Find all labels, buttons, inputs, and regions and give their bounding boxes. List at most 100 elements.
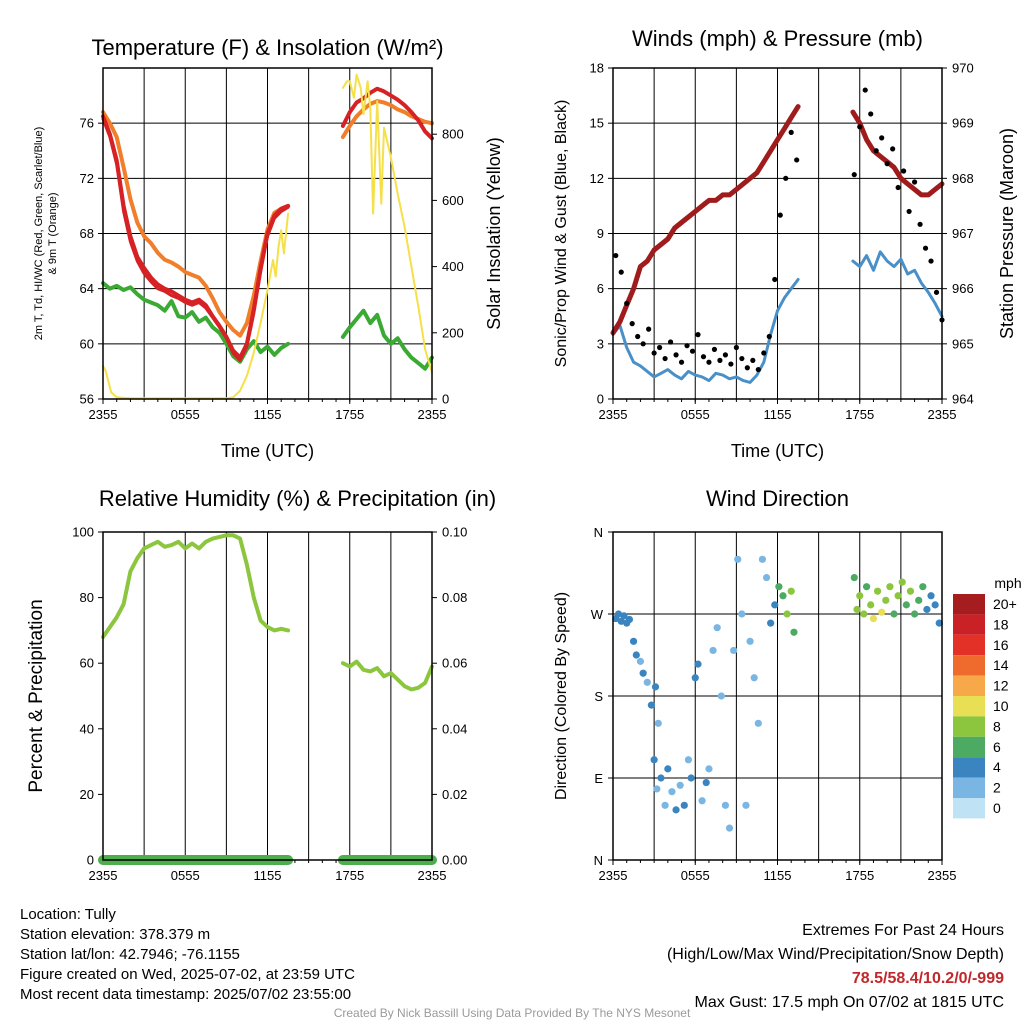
direction-point	[902, 601, 910, 609]
extremes-title: Extremes For Past 24 Hours	[802, 922, 1004, 939]
colorbar-label: 20+	[993, 596, 1017, 612]
gust-point	[689, 348, 696, 354]
gust-point	[890, 146, 896, 152]
y2-tick-label: 966	[952, 281, 974, 296]
direction-point	[657, 774, 665, 782]
y-tick-label: 0	[597, 392, 604, 407]
y2-tick-label: 969	[952, 116, 974, 131]
y2-tick-label: 965	[952, 336, 974, 351]
direction-point	[636, 657, 645, 665]
colorbar-label: 18	[993, 616, 1009, 632]
station-info: Location: Tully Station elevation: 378.3…	[20, 905, 355, 1005]
y-tick-label: 0	[87, 853, 94, 868]
direction-point	[650, 756, 658, 764]
series-line-solar-insolation	[341, 73, 433, 374]
gust-point	[788, 129, 794, 135]
max-gust-text: Max Gust: 17.5 mph On 07/02 at 1815 UTC	[694, 994, 1005, 1011]
y2-tick-label: 0.00	[442, 853, 467, 868]
x-tick-label: 1755	[335, 407, 364, 422]
direction-point	[790, 628, 798, 636]
direction-point	[721, 801, 730, 809]
gust-point	[651, 350, 657, 356]
elevation-text: Station elevation: 378.379 m	[20, 926, 211, 943]
y-axis-label: Direction (Colored By Speed)	[553, 592, 570, 800]
gust-point	[722, 352, 729, 358]
direction-point	[672, 806, 680, 814]
y-tick-label: 12	[590, 171, 604, 186]
direction-point	[738, 610, 746, 618]
direction-point	[746, 637, 754, 645]
gust-point	[657, 344, 663, 351]
gust-point	[662, 355, 668, 362]
direction-point	[653, 785, 661, 793]
gust-point	[640, 341, 646, 347]
gust-point	[766, 333, 772, 340]
gust-point	[851, 172, 857, 178]
direction-point	[617, 617, 625, 625]
direction-point	[878, 608, 886, 616]
gust-point	[901, 168, 907, 174]
direction-point	[632, 651, 640, 659]
direction-point	[860, 610, 868, 618]
series-line-2m-td	[101, 281, 291, 364]
y2-tick-label: 200	[442, 325, 464, 340]
x-tick-label: 2355	[599, 407, 628, 422]
gust-point	[750, 357, 756, 363]
direction-point	[863, 583, 871, 591]
direction-point	[767, 619, 775, 627]
direction-point	[927, 592, 935, 600]
colorbar-label: 0	[993, 800, 1001, 816]
y2-tick-label: 970	[952, 61, 974, 76]
direction-point	[923, 605, 931, 614]
direction-point	[614, 610, 623, 618]
direction-point	[867, 601, 875, 609]
y-tick-label: 64	[80, 281, 94, 296]
y-tick-label: 3	[597, 336, 604, 351]
y-tick-label: N	[594, 853, 603, 868]
direction-point	[915, 596, 923, 604]
y2-tick-label: 600	[442, 193, 464, 208]
direction-point	[691, 674, 699, 682]
x-tick-label: 0555	[681, 868, 710, 883]
colorbar-swatch	[953, 696, 985, 717]
y-axis-label: Sonic/Prop Wind & Gust (Blue, Black)	[553, 100, 570, 368]
colorbar-title: mph	[994, 575, 1021, 591]
direction-point	[775, 583, 783, 591]
x-tick-label: 2355	[89, 868, 118, 883]
humidity-precip-panel: 2355 0555 1155 1755 23550204060801000.000.02…	[26, 486, 496, 883]
direction-point	[890, 610, 898, 618]
x-axis-label: Time (UTC)	[731, 441, 824, 461]
y2-tick-label: 0.06	[442, 656, 467, 671]
direction-point	[625, 615, 634, 624]
direction-point	[779, 592, 787, 600]
y-tick-label: 40	[80, 721, 94, 736]
colorbar-swatch	[953, 675, 985, 696]
gust-point	[879, 135, 885, 141]
direction-point	[709, 646, 717, 655]
recent-timestamp-text: Most recent data timestamp: 2025/07/02 2…	[20, 986, 352, 1003]
direction-point	[853, 605, 861, 614]
direction-point	[750, 674, 758, 682]
x-tick-label: 0555	[681, 407, 710, 422]
colorbar-swatch	[953, 655, 985, 676]
direction-point	[668, 788, 676, 796]
direction-point	[687, 774, 695, 782]
colorbar-swatch	[953, 594, 985, 615]
credit-text: Created By Nick Bassill Using Data Provi…	[333, 1006, 691, 1020]
direction-point	[935, 619, 943, 627]
y-tick-label: 18	[590, 61, 604, 76]
colorbar-swatch	[953, 634, 985, 656]
x-tick-label: 1755	[845, 868, 874, 883]
colorbar-swatch	[953, 736, 985, 758]
x-tick-label: 2355	[89, 407, 118, 422]
direction-point	[629, 637, 638, 645]
y-tick-label: 80	[80, 590, 94, 605]
colorbar-swatch	[953, 777, 985, 798]
gust-point	[917, 221, 923, 227]
series-line-rh	[340, 659, 434, 692]
series-line-pressure	[850, 109, 945, 198]
direction-point	[717, 692, 725, 700]
y-tick-label: 56	[80, 392, 94, 407]
